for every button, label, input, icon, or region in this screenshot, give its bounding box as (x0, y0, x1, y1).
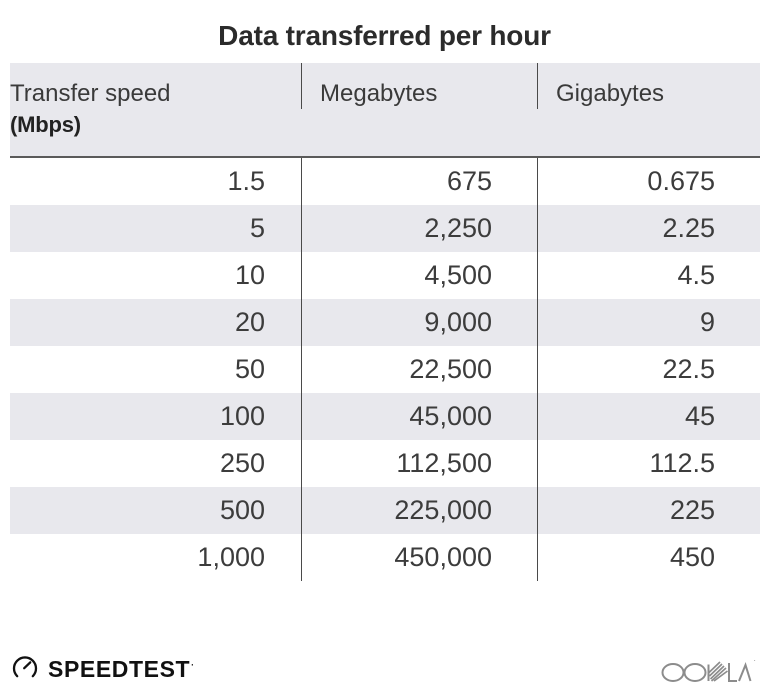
speedtest-wordmark: SPEEDTEST· (48, 656, 195, 683)
cell-transfer-speed: 250 (219, 448, 265, 478)
table-row: 500 225,000 225 (10, 487, 760, 534)
table-row: 250 112,500 112.5 (10, 440, 760, 487)
speedometer-icon (11, 653, 39, 686)
cell-transfer-speed: 20 (234, 307, 265, 337)
table-body: 1.5 675 0.675 5 2,250 2.25 10 4,500 4.5 20 9,000 9 5… (10, 158, 760, 581)
cell-megabytes: 675 (301, 158, 537, 205)
cell-transfer-speed: 100 (219, 401, 265, 431)
data-table: Transfer speed (Mbps) Megabytes Gigabyte… (10, 63, 760, 581)
cell-transfer-speed: 5 (249, 213, 265, 243)
speedtest-trademark-mark: · (191, 660, 195, 671)
cell-transfer-speed: 1,000 (197, 542, 265, 572)
column-header-gigabytes: Gigabytes (537, 63, 760, 109)
table-row: 50 22,500 22.5 (10, 346, 760, 393)
cell-megabytes: 112,500 (301, 440, 537, 487)
table-row: 100 45,000 45 (10, 393, 760, 440)
page-title: Data transferred per hour (218, 20, 551, 51)
table-row: 10 4,500 4.5 (10, 252, 760, 299)
cell-megabytes: 22,500 (301, 346, 537, 393)
cell-gigabytes: 45 (537, 393, 760, 440)
ookla-wordmark-icon (660, 654, 752, 689)
speedtest-wordmark-text: SPEEDTEST (48, 656, 191, 682)
cell-gigabytes: 225 (537, 487, 760, 534)
cell-megabytes: 225,000 (301, 487, 537, 534)
column-header-transfer-speed-main: Transfer speed (10, 80, 171, 107)
cell-gigabytes: 0.675 (537, 158, 760, 205)
cell-gigabytes: 450 (537, 534, 760, 581)
column-header-transfer-speed-unit: (Mbps) (10, 112, 81, 137)
cell-gigabytes: 9 (537, 299, 760, 346)
cell-megabytes: 4,500 (301, 252, 537, 299)
cell-gigabytes: 112.5 (537, 440, 760, 487)
cell-megabytes: 450,000 (301, 534, 537, 581)
ookla-trademark-mark: · (753, 656, 756, 665)
table-header-row: Transfer speed (Mbps) Megabytes Gigabyte… (10, 63, 760, 158)
table-row: 1.5 675 0.675 (10, 158, 760, 205)
column-header-megabytes: Megabytes (301, 63, 537, 109)
table-row: 5 2,250 2.25 (10, 205, 760, 252)
footer: SPEEDTEST· · (0, 645, 769, 695)
speedtest-logo: SPEEDTEST· (11, 653, 195, 686)
cell-gigabytes: 22.5 (537, 346, 760, 393)
cell-transfer-speed: 50 (234, 354, 265, 384)
cell-megabytes: 9,000 (301, 299, 537, 346)
table-row: 1,000 450,000 450 (10, 534, 760, 581)
cell-megabytes: 45,000 (301, 393, 537, 440)
cell-gigabytes: 4.5 (537, 252, 760, 299)
table-row: 20 9,000 9 (10, 299, 760, 346)
cell-megabytes: 2,250 (301, 205, 537, 252)
cell-transfer-speed: 10 (234, 260, 265, 290)
column-header-transfer-speed: Transfer speed (Mbps) (10, 63, 301, 140)
ookla-logo: · (660, 654, 756, 689)
cell-transfer-speed: 1.5 (227, 166, 265, 196)
cell-gigabytes: 2.25 (537, 205, 760, 252)
cell-transfer-speed: 500 (219, 495, 265, 525)
